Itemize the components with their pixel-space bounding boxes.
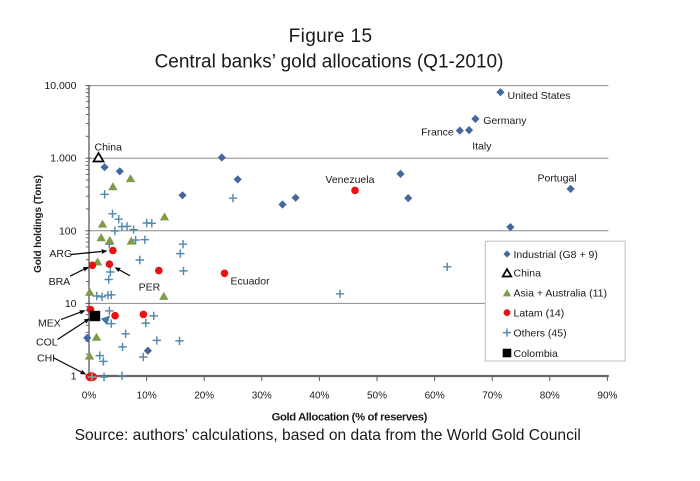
svg-text:ARG: ARG: [49, 248, 72, 260]
svg-text:80%: 80%: [540, 391, 560, 402]
svg-text:China: China: [95, 142, 123, 154]
svg-text:Germany: Germany: [483, 115, 527, 127]
svg-text:Source: authors’ calculations,: Source: authors’ calculations, based on …: [75, 427, 581, 444]
svg-text:Gold Allocation (% of reserves: Gold Allocation (% of reserves): [272, 412, 428, 424]
svg-text:Industrial (G8 + 9): Industrial (G8 + 9): [514, 249, 598, 261]
svg-text:United States: United States: [508, 90, 571, 102]
svg-text:30%: 30%: [252, 391, 272, 402]
svg-text:10: 10: [65, 298, 77, 310]
svg-text:Others (45): Others (45): [514, 327, 567, 339]
svg-text:40%: 40%: [309, 391, 329, 402]
svg-text:Venezuela: Venezuela: [325, 174, 374, 186]
svg-text:1.000: 1.000: [50, 153, 76, 165]
svg-text:1: 1: [71, 371, 77, 383]
svg-text:10%: 10%: [137, 391, 157, 402]
svg-text:60%: 60%: [425, 391, 445, 402]
svg-text:10.000: 10.000: [44, 80, 76, 92]
svg-text:20%: 20%: [194, 391, 214, 402]
svg-text:COL: COL: [36, 337, 58, 349]
svg-text:100: 100: [59, 225, 77, 237]
svg-text:Portugal: Portugal: [538, 173, 577, 185]
svg-text:CHI: CHI: [37, 353, 55, 365]
svg-text:Gold holdings (Tons): Gold holdings (Tons): [33, 175, 44, 273]
svg-text:70%: 70%: [482, 391, 502, 402]
svg-text:France: France: [421, 126, 454, 138]
svg-text:PER: PER: [139, 282, 161, 294]
svg-text:Asia + Australia (11): Asia + Australia (11): [514, 288, 607, 300]
svg-text:50%: 50%: [367, 391, 387, 402]
svg-text:0%: 0%: [82, 391, 97, 402]
svg-text:Central banks’ gold allocation: Central banks’ gold allocations (Q1-2010…: [155, 52, 504, 73]
svg-text:Ecuador: Ecuador: [231, 275, 271, 287]
svg-text:Latam (14): Latam (14): [514, 307, 565, 319]
svg-text:China: China: [514, 268, 542, 280]
svg-text:Colombia: Colombia: [514, 348, 559, 360]
svg-text:90%: 90%: [597, 391, 617, 402]
svg-text:Italy: Italy: [472, 140, 492, 152]
svg-text:Figure 15: Figure 15: [289, 26, 373, 47]
svg-text:BRA: BRA: [49, 276, 71, 288]
svg-text:MEX: MEX: [38, 318, 61, 330]
